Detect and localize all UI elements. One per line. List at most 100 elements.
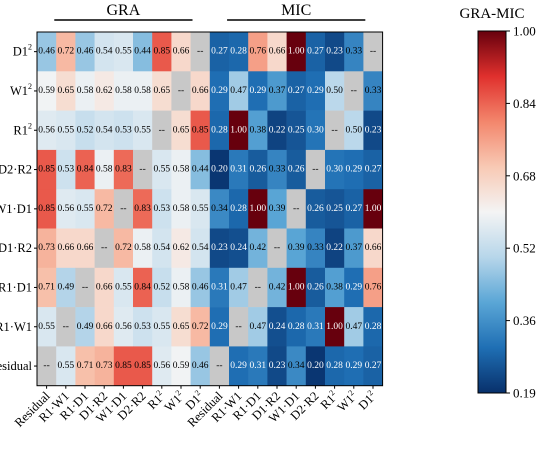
cell-value-label: -- xyxy=(63,322,69,332)
heatmap-cell xyxy=(229,346,249,386)
cell-value-label: 1.00 xyxy=(249,204,266,214)
heatmap-cell xyxy=(37,189,57,229)
row-label: Residual xyxy=(0,359,33,373)
colorbar-tick-label: 1.00 xyxy=(513,24,536,39)
heatmap-cell xyxy=(152,71,172,111)
heatmap-cell xyxy=(363,110,383,151)
cell-value-label: 0.55 xyxy=(153,165,170,175)
cell-value-label: -- xyxy=(331,125,337,135)
heatmap-cell xyxy=(133,307,153,347)
row-label: D2·R2 xyxy=(0,163,32,177)
cell-value-label: 0.72 xyxy=(57,47,74,57)
heatmap-cell xyxy=(305,71,326,111)
heatmap-cell xyxy=(248,346,268,386)
heatmap-cell xyxy=(209,307,230,347)
heatmap-cell xyxy=(56,346,76,386)
row-label: D1·R2 xyxy=(0,241,32,255)
cell-value-label: 0.25 xyxy=(288,125,305,135)
heatmap-cell xyxy=(305,228,326,269)
cell-value-label: 0.50 xyxy=(326,86,343,96)
cell-value-label: 0.26 xyxy=(288,165,305,175)
heatmap-cell xyxy=(229,189,249,229)
heatmap-cell xyxy=(56,71,76,111)
heatmap-cell xyxy=(171,346,191,386)
heatmap-cell xyxy=(152,149,172,190)
cell-value-label: -- xyxy=(139,165,145,175)
cell-value-label: 0.65 xyxy=(57,86,74,96)
cell-value-label: 0.30 xyxy=(326,165,343,175)
heatmap-cell xyxy=(286,267,307,308)
cell-value-label: 0.66 xyxy=(96,322,113,332)
cell-value-label: 0.29 xyxy=(211,322,228,332)
heatmap-cell xyxy=(325,228,345,269)
cell-value-label: 0.55 xyxy=(115,282,132,292)
heatmap-cell xyxy=(94,267,115,308)
cell-value-label: 0.66 xyxy=(96,282,113,292)
cell-value-label: 0.58 xyxy=(173,282,190,292)
heatmap-cell xyxy=(305,149,326,190)
heatmap-cell xyxy=(209,110,230,151)
cell-value-label: 0.56 xyxy=(115,322,132,332)
cell-value-label: 0.59 xyxy=(173,361,190,371)
heatmap-cell xyxy=(267,346,287,386)
cell-value-label: -- xyxy=(101,243,107,253)
heatmap-cell xyxy=(113,189,134,229)
heatmap-cell xyxy=(190,110,211,151)
cell-value-label: 0.46 xyxy=(38,47,55,57)
heatmap-cell xyxy=(94,228,115,269)
cell-value-label: 0.84 xyxy=(134,282,151,292)
cell-value-label: 0.49 xyxy=(77,322,94,332)
heatmap-cell xyxy=(325,267,345,308)
heatmap-cell xyxy=(133,189,153,229)
heatmap-cell xyxy=(248,149,268,190)
heatmap-cell xyxy=(267,71,287,111)
cell-value-label: 0.22 xyxy=(326,243,343,253)
heatmap-cell xyxy=(229,71,249,111)
cell-value-label: 0.54 xyxy=(192,243,209,253)
heatmap-cell xyxy=(56,110,76,151)
cell-value-label: 0.76 xyxy=(249,47,266,57)
cell-value-label: 0.65 xyxy=(173,322,190,332)
cell-value-label: 0.37 xyxy=(269,86,286,96)
cell-value-label: 0.24 xyxy=(230,243,247,253)
heatmap-cell xyxy=(286,346,307,386)
cell-value-label: -- xyxy=(178,86,184,96)
heatmap-cell xyxy=(190,228,211,269)
cell-value-label: 0.47 xyxy=(249,322,266,332)
heatmap-cell xyxy=(94,71,115,111)
cell-value-label: 0.34 xyxy=(211,204,228,214)
heatmap-cell xyxy=(133,228,153,269)
cell-value-label: -- xyxy=(216,361,222,371)
heatmap-cell xyxy=(37,228,57,269)
cells-layer: 0.46 0.72 0.46 0.54 0.55 0.44 0.85 0.66 -- 0.27 0.… xyxy=(36,31,384,387)
heatmap-cell xyxy=(267,149,287,190)
cell-value-label: 0.31 xyxy=(249,361,266,371)
cell-value-label: 0.71 xyxy=(38,282,55,292)
heatmap-cell xyxy=(209,189,230,229)
heatmap-cell xyxy=(267,307,287,347)
heatmap-cell xyxy=(267,267,287,308)
heatmap-cell xyxy=(133,149,153,190)
heatmap-cell xyxy=(248,71,268,111)
cell-value-label: 0.66 xyxy=(77,243,94,253)
cell-value-label: 0.27 xyxy=(307,47,324,57)
cell-value-label: 0.29 xyxy=(249,86,266,96)
cell-value-label: 1.00 xyxy=(326,322,343,332)
row-label: W1·D1 xyxy=(0,202,32,216)
heatmap-cell xyxy=(113,228,134,269)
cell-value-label: 0.55 xyxy=(57,361,74,371)
cell-value-label: 0.23 xyxy=(269,361,286,371)
heatmap-cell xyxy=(305,32,326,72)
heatmap-cell xyxy=(190,32,211,72)
heatmap-cell xyxy=(75,189,95,229)
cell-value-label: 0.85 xyxy=(115,361,132,371)
cell-value-label: -- xyxy=(312,165,318,175)
heatmap-cell xyxy=(344,32,364,72)
cell-value-label: 0.52 xyxy=(153,282,170,292)
heatmap-cell xyxy=(305,307,326,347)
cell-value-label: 0.55 xyxy=(192,204,209,214)
cell-value-label: 0.55 xyxy=(77,204,94,214)
heatmap-cell xyxy=(190,346,211,386)
heatmap-cell xyxy=(363,307,383,347)
